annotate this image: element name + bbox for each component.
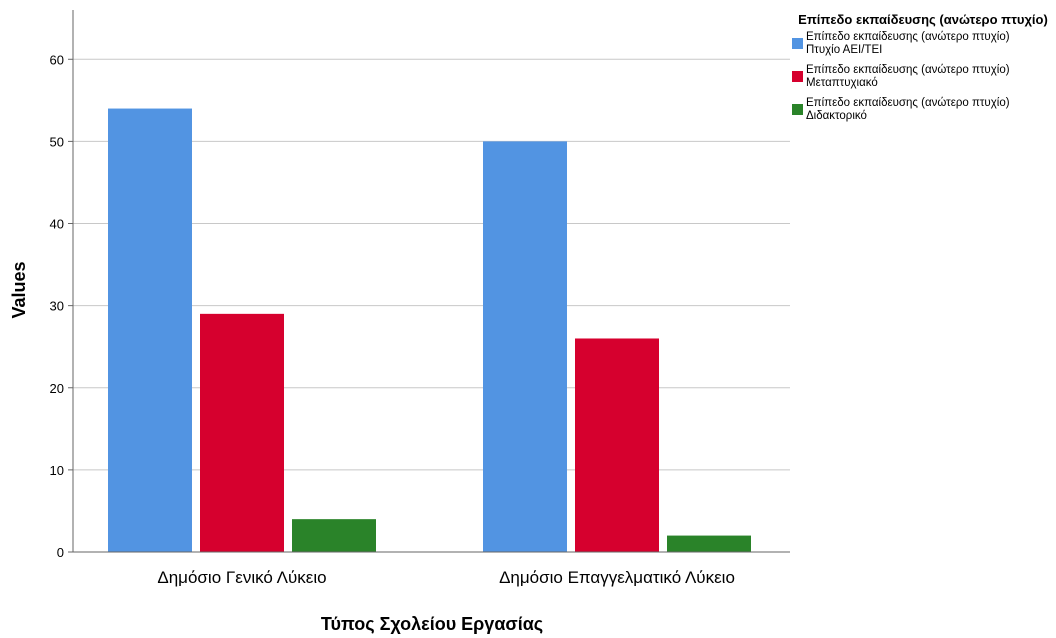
x-category-label: Δημόσιο Επαγγελματικό Λύκειο [499, 568, 735, 587]
legend-label: Επίπεδο εκπαίδευσης (ανώτερο πτυχίο) Διδ… [806, 97, 1010, 122]
legend: Επίπεδο εκπαίδευσης (ανώτερο πτυχίο) Επί… [792, 12, 1054, 130]
bars [108, 108, 751, 553]
x-axis-title: Τύπος Σχολείου Εργασίας [321, 614, 543, 634]
x-category-label: Δημόσιο Γενικό Λύκειο [157, 568, 326, 587]
bar [667, 535, 751, 552]
y-axis-title: Values [9, 261, 29, 318]
legend-title: Επίπεδο εκπαίδευσης (ανώτερο πτυχίο) [798, 12, 1048, 27]
bar [200, 313, 284, 552]
y-tick-label: 60 [50, 52, 64, 67]
y-tick-label: 40 [50, 217, 64, 232]
legend-swatch [792, 71, 803, 82]
y-tick-label: 10 [50, 463, 64, 478]
y-tick-label: 30 [50, 299, 64, 314]
legend-item: Επίπεδο εκπαίδευσης (ανώτερο πτυχίο) Μετ… [792, 64, 1054, 90]
bar [483, 141, 567, 553]
gridlines [73, 58, 790, 471]
legend-label: Επίπεδο εκπαίδευσης (ανώτερο πτυχίο) Μετ… [806, 64, 1010, 89]
y-tick-labels: 0 10 20 30 40 50 60 [50, 52, 73, 560]
y-tick-label: 0 [57, 545, 64, 560]
x-category-labels: Δημόσιο Γενικό Λύκειο Δημόσιο Επαγγελματι… [157, 568, 735, 587]
bar [575, 338, 659, 552]
legend-item: Επίπεδο εκπαίδευσης (ανώτερο πτυχίο) Πτυ… [792, 31, 1054, 57]
legend-item: Επίπεδο εκπαίδευσης (ανώτερο πτυχίο) Διδ… [792, 97, 1054, 123]
legend-swatch [792, 104, 803, 115]
bar [292, 519, 376, 552]
legend-swatch [792, 38, 803, 49]
legend-label: Επίπεδο εκπαίδευσης (ανώτερο πτυχίο) Πτυ… [806, 31, 1010, 56]
bar [108, 108, 192, 552]
y-tick-label: 20 [50, 381, 64, 396]
y-tick-label: 50 [50, 134, 64, 149]
legend-items: Επίπεδο εκπαίδευσης (ανώτερο πτυχίο) Πτυ… [792, 31, 1054, 123]
